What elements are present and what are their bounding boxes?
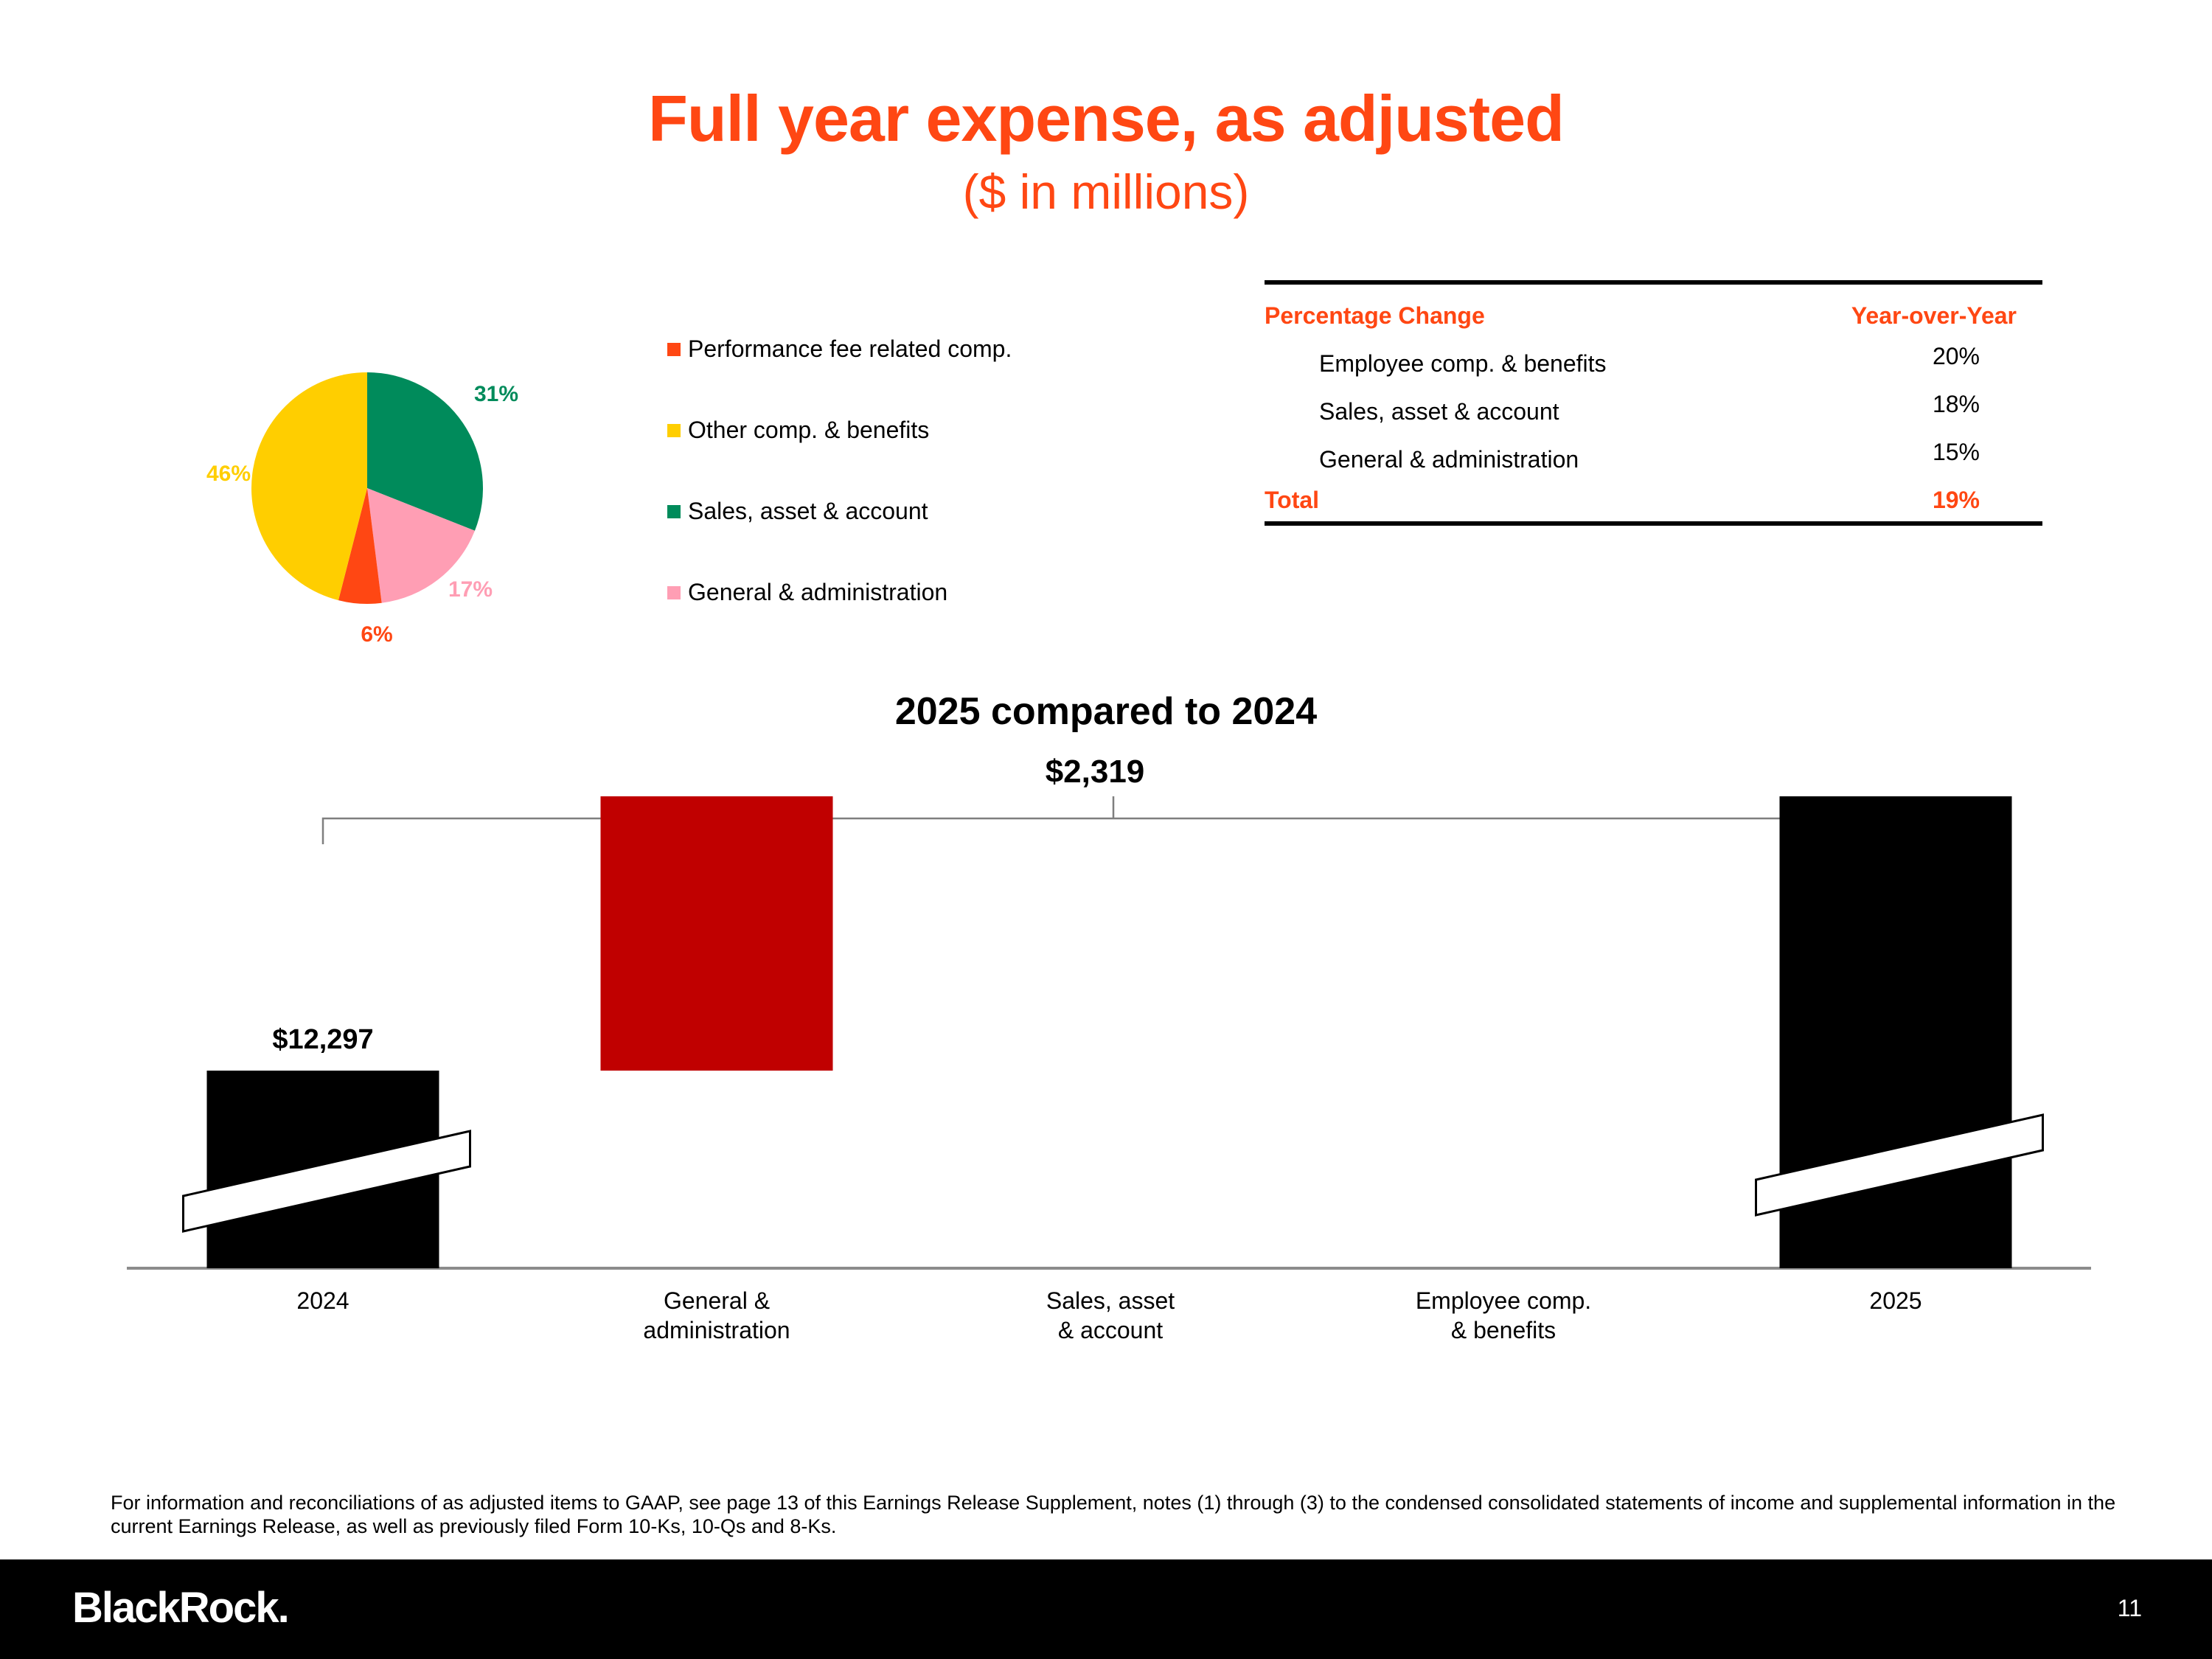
value-label-2024: $12,297 [272, 1024, 373, 1055]
table-total-row: Total 19% [1265, 487, 2042, 524]
footnote: For information and reconciliations of a… [111, 1492, 2116, 1537]
pie-label-other-comp: 46% [206, 462, 251, 486]
legend-label: General & administration [688, 579, 948, 605]
table-row-label: Employee comp. & benefits [1319, 350, 1607, 377]
pie-slice-other-comp [251, 372, 367, 601]
table-row: Employee comp. & benefits 20% [1265, 343, 2042, 387]
axis-break-mark [182, 1130, 471, 1233]
page-title: Full year expense, as adjusted [648, 82, 1565, 155]
pie-slice-general-admin [367, 488, 475, 603]
table-header-label: Percentage Change [1265, 302, 1485, 329]
table-header-value: Year-over-Year [1851, 302, 2017, 329]
page-number: 11 [2117, 1595, 2142, 1621]
table-row-label: Sales, asset & account [1319, 398, 1559, 425]
legend-swatch [667, 423, 681, 437]
table-row-value: 18% [1932, 391, 1980, 417]
legend-swatch [667, 585, 681, 599]
table-bottom-rule [1265, 521, 2042, 526]
pie-label-sales-asset: 31% [474, 382, 518, 406]
table-row-label: General & administration [1319, 446, 1579, 473]
tick-label-general-admin: General & administration [643, 1287, 790, 1343]
footer-bar: BlackRock. 11 [0, 1559, 2212, 1659]
legend-swatch [667, 342, 681, 356]
bar-general-admin [600, 796, 833, 1071]
table-row-value: 20% [1932, 343, 1980, 369]
table-row: Sales, asset & account 18% [1265, 391, 2042, 435]
total-change-bracket [321, 796, 1897, 844]
legend-label: Performance fee related comp. [688, 335, 1012, 362]
pie-slice-sales-asset [367, 372, 483, 531]
table-row-value: 15% [1932, 439, 1980, 465]
table-total-value: 19% [1932, 487, 1980, 513]
expense-pie-chart: 31% 17% 6% 46% [206, 372, 518, 647]
tick-label-2024: 2024 [296, 1287, 349, 1314]
page-subtitle: ($ in millions) [962, 164, 1250, 219]
blackrock-logo: BlackRock. [72, 1584, 290, 1632]
tick-label-sales-asset: Sales, asset & account [1046, 1287, 1175, 1343]
legend-label: Other comp. & benefits [688, 417, 930, 443]
total-change-label: $2,319 [1045, 754, 1145, 790]
pie-slice-performance-fee [338, 488, 382, 604]
table-top-rule [1265, 280, 2042, 285]
tick-label-2025: 2025 [1869, 1287, 1921, 1314]
axis-break-mark [1755, 1113, 2044, 1217]
table-row: General & administration 15% [1265, 439, 2042, 483]
legend-item-other-comp: Other comp. & benefits [667, 417, 929, 444]
legend-swatch [667, 504, 681, 518]
tick-label-employee-comp: Employee comp. & benefits [1416, 1287, 1591, 1343]
pie-label-general-admin: 17% [448, 577, 493, 602]
legend-item-performance-fee: Performance fee related comp. [667, 335, 1012, 363]
legend-label: Sales, asset & account [688, 498, 928, 524]
legend-item-general-admin: General & administration [667, 579, 947, 606]
pie-label-performance-fee: 6% [361, 622, 392, 647]
legend-item-sales-asset: Sales, asset & account [667, 498, 928, 525]
table-header-row: Percentage Change Year-over-Year [1265, 302, 2042, 339]
table-total-label: Total [1265, 487, 1320, 513]
waterfall-title: 2025 compared to 2024 [894, 690, 1318, 733]
